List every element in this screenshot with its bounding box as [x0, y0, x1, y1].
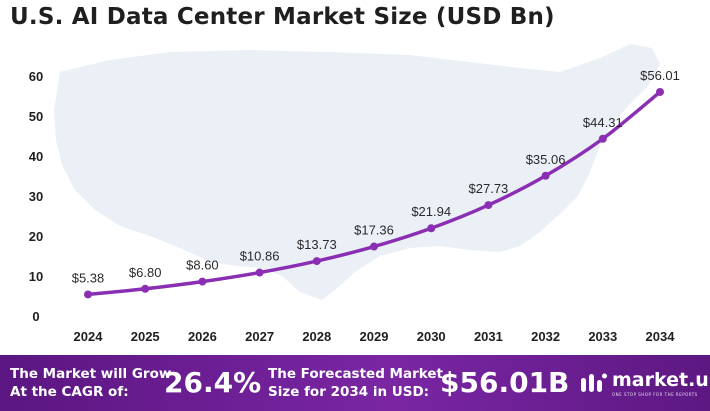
x-tick-label: 2024 [74, 329, 104, 344]
x-tick-label: 2026 [188, 329, 217, 344]
brand-tagline: ONE STOP SHOP FOR THE REPORTS [612, 392, 698, 397]
data-point [598, 134, 607, 143]
us-map-background [54, 44, 660, 300]
x-tick-label: 2033 [588, 329, 617, 344]
forecast-text-line-2: Size for 2034 in USD: [268, 384, 430, 400]
data-point [141, 284, 150, 293]
data-points [84, 87, 664, 299]
x-axis: 2024 2025 2026 2027 2028 2029 2030 2031 2032 2033… [74, 329, 676, 344]
data-label: $6.80 [129, 265, 162, 280]
y-tick-label: 20 [29, 229, 43, 244]
data-label: $10.86 [240, 249, 280, 264]
y-tick-label: 30 [29, 189, 43, 204]
forecast-text-line-1: The Forecasted Market [268, 366, 443, 382]
x-tick-label: 2027 [245, 329, 274, 344]
data-point [370, 242, 378, 251]
market-us-logo-icon [581, 373, 607, 392]
data-point [198, 277, 207, 286]
data-point [312, 257, 321, 266]
x-tick-label: 2032 [531, 329, 560, 344]
x-tick-label: 2029 [360, 329, 389, 344]
data-point [427, 224, 436, 233]
cagr-text-line-2: At the CAGR of: [10, 384, 129, 400]
x-tick-label: 2031 [474, 329, 503, 344]
data-point [255, 268, 264, 277]
data-label: $35.06 [526, 152, 566, 167]
data-label: $56.01 [640, 68, 680, 83]
y-tick-label: 50 [29, 109, 43, 124]
x-tick-label: 2030 [417, 329, 446, 344]
y-tick-label: 60 [29, 69, 43, 84]
y-axis: 0 10 20 30 40 50 60 [29, 69, 43, 324]
x-tick-label: 2025 [131, 329, 160, 344]
data-label: $21.94 [411, 204, 451, 219]
brand-name: market.us [612, 369, 710, 391]
y-tick-label: 40 [29, 149, 43, 164]
data-point [541, 171, 550, 180]
data-point [84, 290, 92, 299]
data-label: $17.36 [354, 223, 394, 238]
data-label: $44.31 [583, 115, 623, 130]
summary-banner: The Market will Grow At the CAGR of: 26.… [0, 355, 710, 411]
data-label: $8.60 [186, 258, 219, 273]
data-label: $27.73 [469, 181, 509, 196]
data-label: $5.38 [72, 270, 105, 285]
y-tick-label: 0 [32, 309, 39, 324]
forecast-value: $56.01B [440, 366, 570, 399]
x-tick-label: 2028 [302, 329, 331, 344]
y-tick-label: 10 [29, 269, 43, 284]
data-labels: $5.38 $6.80 $8.60 $10.86 $13.73 $17.36 $21.94 $… [72, 68, 680, 286]
data-point [484, 201, 493, 210]
data-label: $13.73 [297, 237, 337, 252]
data-point [656, 87, 664, 96]
cagr-value: 26.4% [164, 366, 262, 399]
chart-title: U.S. AI Data Center Market Size (USD Bn) [10, 4, 555, 30]
cagr-text-line-1: The Market will Grow [10, 366, 172, 382]
x-tick-label: 2034 [646, 329, 676, 344]
